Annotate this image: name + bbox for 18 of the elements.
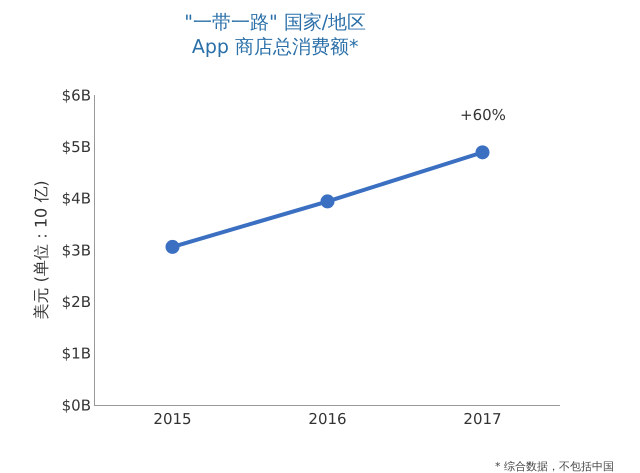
y-tick-label: $5B xyxy=(62,138,91,156)
y-tick-label: $0B xyxy=(62,396,91,414)
point xyxy=(166,240,180,254)
y-tick-label: $1B xyxy=(62,344,91,363)
y-tick-label: $4B xyxy=(62,190,91,208)
x-tick-label: 2016 xyxy=(308,410,347,428)
point xyxy=(476,145,490,160)
x-tick-label: 2017 xyxy=(463,410,502,428)
x-tick-label: 2015 xyxy=(153,410,192,428)
y-axis-title: 美元 (单位：10 亿) xyxy=(32,180,51,320)
y-tick-label: $2B xyxy=(62,292,91,311)
chart-title: "一带一路" 国家/地区 xyxy=(184,11,366,34)
chart-subtitle: App 商店总消费额* xyxy=(192,36,359,58)
y-tick-label: $3B xyxy=(62,241,91,260)
y-tick-label: $6B xyxy=(62,86,91,104)
point xyxy=(320,194,334,208)
annotation: +60% xyxy=(460,106,506,124)
text: * 综合数据，不包括中国 xyxy=(495,460,614,473)
